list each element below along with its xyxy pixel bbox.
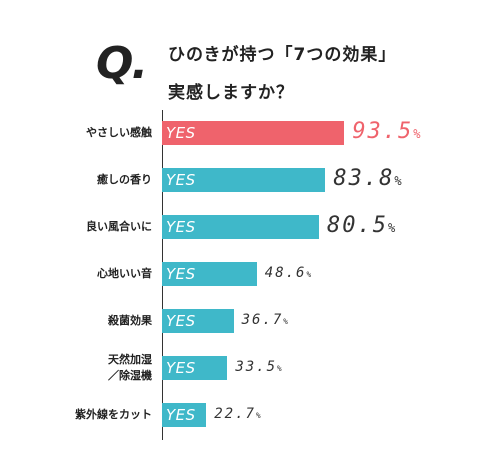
value-number: 36.7 xyxy=(241,312,284,329)
value-label: 48.6% xyxy=(265,265,311,281)
value-unit: % xyxy=(413,127,421,142)
value-unit: % xyxy=(277,364,282,374)
question-line-1: ひのきが持つ「7つの効果」 xyxy=(168,45,397,65)
category-label: 殺菌効果 xyxy=(108,314,152,327)
bar-yes-label: YES xyxy=(166,218,196,236)
category-label: 心地いい音 xyxy=(97,267,152,280)
value-number: 83.8 xyxy=(333,166,395,192)
category-label: 癒しの香り xyxy=(97,173,152,186)
value-label: 22.7% xyxy=(214,406,260,422)
bar-yes-label: YES xyxy=(166,265,196,283)
value-label: 93.5% xyxy=(352,119,420,144)
bar: YES xyxy=(162,403,207,427)
bar: YES xyxy=(162,309,234,333)
value-label: 80.5% xyxy=(327,213,395,238)
value-number: 48.6 xyxy=(264,265,307,282)
value-number: 22.7 xyxy=(214,406,256,423)
bar-yes-label: YES xyxy=(166,406,196,424)
category-label: 良い風合いに xyxy=(86,220,152,233)
bar-yes-label: YES xyxy=(166,359,196,377)
bar: YES xyxy=(162,215,319,239)
category-label: 天然加湿 ／除湿機 xyxy=(108,353,152,382)
bar: YES xyxy=(162,168,326,192)
question-text: ひのきが持つ「7つの効果」 実感しますか？ xyxy=(168,36,396,112)
value-label: 36.7% xyxy=(242,312,288,328)
category-label: 紫外線をカット xyxy=(75,408,152,421)
value-unit: % xyxy=(306,270,312,280)
category-label: やさしい感触 xyxy=(86,126,152,139)
bar: YES xyxy=(162,121,345,145)
bar-yes-label: YES xyxy=(166,171,196,189)
value-label: 33.5% xyxy=(235,359,281,375)
value-unit: % xyxy=(283,317,288,327)
bar: YES xyxy=(162,356,228,380)
question-mark-q: Q. xyxy=(96,38,148,89)
value-number: 80.5 xyxy=(326,213,388,239)
value-label: 83.8% xyxy=(333,166,401,191)
value-number: 93.5 xyxy=(352,119,414,145)
value-number: 33.5 xyxy=(235,359,278,376)
value-unit: % xyxy=(394,174,402,189)
bar-yes-label: YES xyxy=(166,124,196,142)
bar-yes-label: YES xyxy=(166,312,196,330)
value-unit: % xyxy=(255,411,261,421)
question-line-2: 実感しますか？ xyxy=(168,83,294,103)
value-unit: % xyxy=(387,221,396,236)
bar: YES xyxy=(162,262,257,286)
